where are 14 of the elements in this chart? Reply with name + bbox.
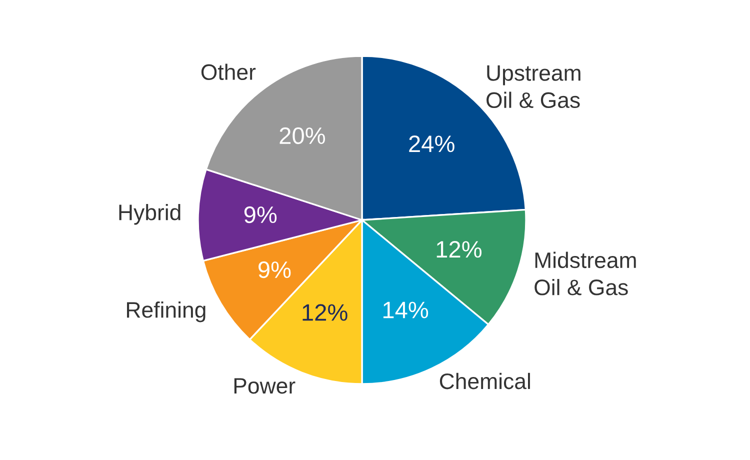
slice-label: Midstream Oil & Gas [534,252,636,296]
data-label: 9% [258,261,291,278]
slice-label: Other [201,64,256,80]
data-label: 24% [409,135,454,152]
slice-label: Refining [127,301,206,322]
slice-label: Hybrid [119,204,180,225]
slice-label: Chemical [440,372,530,390]
slice-label: Upstream Oil & Gas [486,65,580,108]
slice-label: Power [234,378,296,394]
data-label: 9% [244,206,277,224]
data-label: 14% [383,302,428,318]
data-label: 12% [436,241,482,258]
data-label: 20% [280,127,326,144]
data-label: 12% [302,304,348,321]
